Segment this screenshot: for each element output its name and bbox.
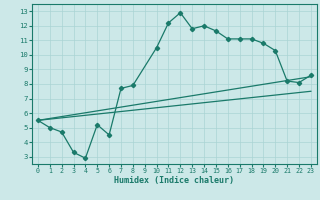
X-axis label: Humidex (Indice chaleur): Humidex (Indice chaleur) <box>115 176 234 185</box>
